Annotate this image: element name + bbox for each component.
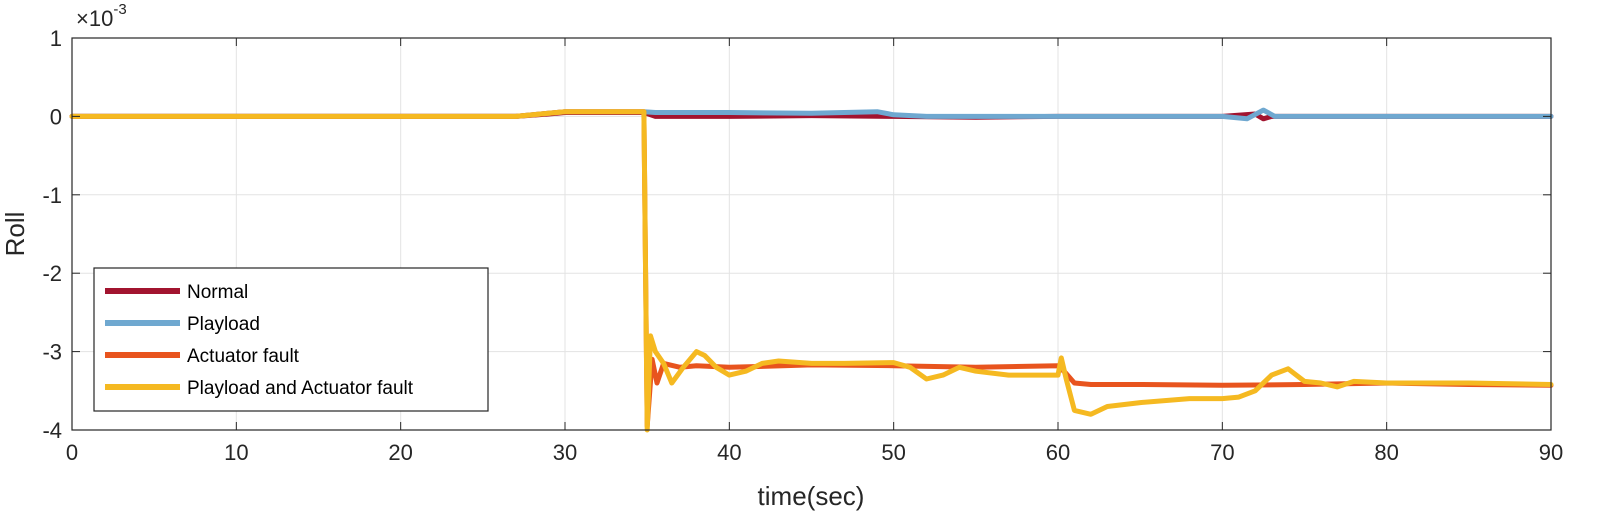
exponent-base: ×10 [76,6,113,31]
series-line-4 [69,109,1554,433]
x-tick-label: 60 [1046,440,1070,465]
plot-frame [71,37,1552,431]
y-tick-label: 1 [50,26,62,51]
x-tick-label: 80 [1374,440,1398,465]
y-tick-label: -2 [42,261,62,286]
x-tick-label: 30 [553,440,577,465]
legend-label-2: Playload [187,314,260,335]
x-tick-label: 10 [224,440,248,465]
x-tick-label: 70 [1210,440,1234,465]
x-axis-label: time(sec) [758,481,865,511]
legend-label-1: Normal [187,282,248,303]
x-tick-label: 20 [388,440,412,465]
legend-label-3: Actuator fault [187,346,300,367]
legend: Normal Playload Actuator fault Playload and… [93,267,489,412]
x-tick-label: 50 [881,440,905,465]
x-tick-label: 0 [66,440,78,465]
svg-text:×10-3: ×10-3 [76,1,127,31]
series-group [69,107,1554,433]
y-tick-label: -3 [42,340,62,365]
exponent-power: -3 [113,1,126,18]
legend-label-4: Playload and Actuator fault [187,378,414,399]
y-tick-label: -1 [42,183,62,208]
y-tick-label: 0 [50,104,62,129]
x-tick-label: 90 [1539,440,1563,465]
y-tick-label: -4 [42,418,62,443]
x-tick-label: 40 [717,440,741,465]
y-axis-label: Roll [0,212,30,257]
exponent-label: ×10-3 [76,1,127,31]
